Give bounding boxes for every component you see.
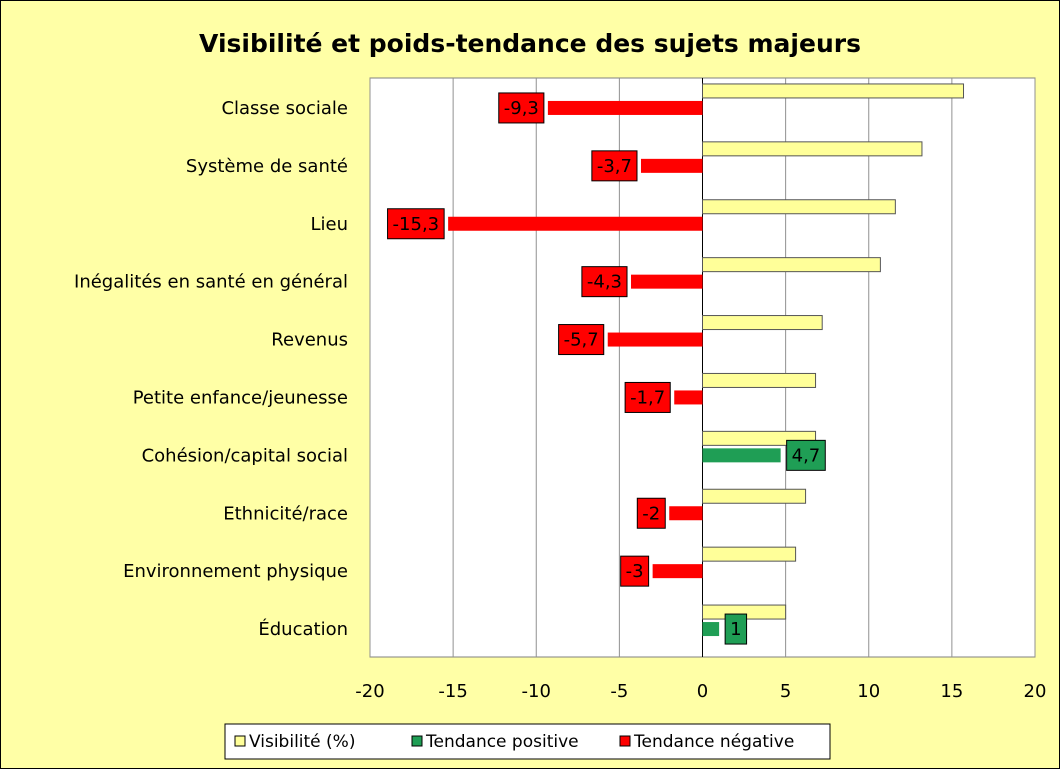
bar <box>448 216 703 231</box>
y-tick-label: Revenus <box>271 330 348 351</box>
data-label-box <box>636 497 666 529</box>
data-label-box <box>581 266 628 298</box>
x-tick-label: -10 <box>522 681 551 702</box>
data-label-box <box>387 208 445 240</box>
bar <box>702 546 797 562</box>
data-label: -3,7 <box>597 156 632 177</box>
bar <box>702 315 823 331</box>
bar <box>702 83 965 99</box>
data-label-box <box>624 381 671 413</box>
data-label: -2 <box>642 503 660 524</box>
y-tick-label: Éducation <box>258 618 348 640</box>
chart-title: Visibilité et poids-tendance des sujets … <box>199 29 861 58</box>
bar <box>631 274 703 289</box>
bar <box>652 564 703 579</box>
legend-label: Tendance négative <box>633 732 794 752</box>
x-tick-label: 20 <box>1024 681 1047 702</box>
data-label: -9,3 <box>504 98 539 119</box>
y-tick-label: Lieu <box>310 214 348 235</box>
bar <box>547 100 703 115</box>
legend-box <box>224 723 831 760</box>
x-tick-label: 5 <box>780 681 791 702</box>
legend-label: Visibilité (%) <box>249 732 355 752</box>
data-label-box <box>498 92 545 124</box>
data-label: -5,7 <box>564 330 599 351</box>
bar <box>674 390 703 405</box>
y-tick-label: Ethnicité/race <box>223 503 348 524</box>
x-tick-label: 10 <box>857 681 880 702</box>
bar <box>702 622 720 637</box>
x-tick-label: -5 <box>610 681 628 702</box>
y-tick-label: Environnement physique <box>123 561 348 582</box>
legend-swatch <box>234 735 246 747</box>
x-tick-label: -20 <box>355 681 384 702</box>
data-label: -3 <box>626 561 644 582</box>
y-tick-label: Système de santé <box>186 156 348 177</box>
data-label: -15,3 <box>393 214 440 235</box>
bar <box>702 448 781 463</box>
bar <box>702 372 817 388</box>
bar <box>640 158 703 173</box>
data-label: 4,7 <box>792 445 821 466</box>
x-tick-label: 0 <box>697 681 708 702</box>
data-label-box <box>591 150 638 182</box>
y-tick-label: Inégalités en santé en général <box>74 272 348 293</box>
data-label-box <box>620 555 650 587</box>
legend-swatch <box>411 735 423 747</box>
legend-swatch <box>619 735 631 747</box>
y-tick-label: Petite enfance/jeunesse <box>133 387 348 408</box>
y-tick-label: Classe sociale <box>221 98 348 119</box>
bar <box>669 506 703 521</box>
bar <box>702 488 807 504</box>
data-label-box <box>724 613 748 645</box>
data-label: -4,3 <box>587 272 622 293</box>
data-label: -1,7 <box>630 387 665 408</box>
data-label-box <box>786 439 826 471</box>
x-tick-label: -15 <box>438 681 467 702</box>
data-label: 1 <box>730 619 741 640</box>
x-tick-label: 15 <box>940 681 963 702</box>
bar <box>702 257 881 273</box>
bar <box>702 141 923 157</box>
y-tick-label: Cohésion/capital social <box>142 445 348 466</box>
bar <box>607 332 703 347</box>
legend-label: Tendance positive <box>425 732 579 752</box>
bar <box>702 199 896 215</box>
data-label-box <box>558 324 605 356</box>
